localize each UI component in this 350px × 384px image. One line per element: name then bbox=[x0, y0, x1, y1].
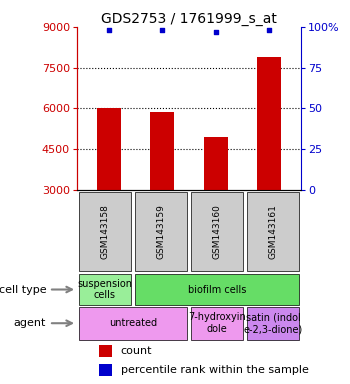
Bar bbox=[204, 137, 228, 190]
Bar bbox=[97, 108, 121, 190]
Bar bbox=[79, 192, 131, 271]
Bar bbox=[99, 344, 112, 357]
Bar bbox=[99, 364, 112, 376]
Text: 7-hydroxyin
dole: 7-hydroxyin dole bbox=[188, 313, 246, 334]
Text: count: count bbox=[121, 346, 152, 356]
Text: GSM143158: GSM143158 bbox=[100, 204, 110, 259]
Point bbox=[106, 27, 112, 33]
Bar bbox=[191, 192, 243, 271]
Text: agent: agent bbox=[14, 318, 46, 328]
Bar bbox=[191, 307, 243, 339]
Text: untreated: untreated bbox=[109, 318, 157, 328]
Text: GSM143160: GSM143160 bbox=[212, 204, 222, 259]
Point bbox=[213, 29, 218, 35]
Title: GDS2753 / 1761999_s_at: GDS2753 / 1761999_s_at bbox=[101, 12, 277, 26]
Point bbox=[160, 27, 165, 33]
Text: GSM143161: GSM143161 bbox=[268, 204, 278, 259]
Bar bbox=[79, 307, 187, 339]
Bar bbox=[247, 307, 299, 339]
Bar bbox=[257, 57, 281, 190]
Bar bbox=[150, 112, 174, 190]
Text: GSM143159: GSM143159 bbox=[156, 204, 166, 259]
Text: suspension
cells: suspension cells bbox=[77, 279, 133, 300]
Bar bbox=[135, 274, 299, 305]
Text: satin (indol
e-2,3-dione): satin (indol e-2,3-dione) bbox=[243, 313, 303, 334]
Bar bbox=[79, 274, 131, 305]
Text: percentile rank within the sample: percentile rank within the sample bbox=[121, 365, 309, 375]
Bar bbox=[135, 192, 187, 271]
Bar bbox=[247, 192, 299, 271]
Text: biofilm cells: biofilm cells bbox=[188, 285, 246, 295]
Text: cell type: cell type bbox=[0, 285, 46, 295]
Point bbox=[266, 27, 272, 33]
